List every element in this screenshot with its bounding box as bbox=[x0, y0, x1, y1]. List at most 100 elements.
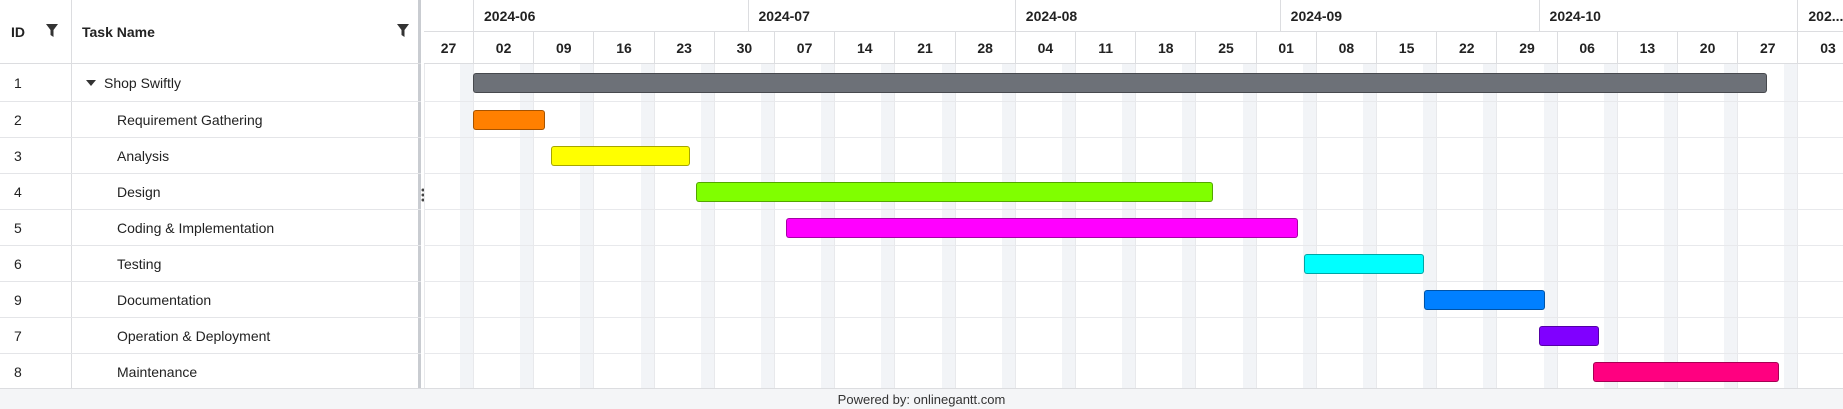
week-column bbox=[473, 64, 533, 388]
week-label: 30 bbox=[713, 32, 774, 64]
filter-icon[interactable] bbox=[46, 24, 58, 38]
task-bar[interactable] bbox=[473, 73, 1768, 93]
grid-row[interactable]: 9 Documentation bbox=[0, 282, 421, 318]
week-label: 01 bbox=[1255, 32, 1316, 64]
row-divider bbox=[424, 281, 1843, 282]
grid-row[interactable]: 7 Operation & Deployment bbox=[0, 318, 421, 354]
week-column bbox=[1376, 64, 1436, 388]
week-label: 15 bbox=[1376, 32, 1436, 64]
week-label: 14 bbox=[834, 32, 894, 64]
week-label: 07 bbox=[774, 32, 834, 64]
month-scale: 2024-06 2024-07 2024-08 2024-09 2024-10 202..… bbox=[424, 0, 1843, 32]
week-label: 29 bbox=[1496, 32, 1556, 64]
task-name-cell: Testing bbox=[72, 246, 466, 281]
week-label: 21 bbox=[894, 32, 954, 64]
task-id: 6 bbox=[0, 246, 72, 281]
task-bar[interactable] bbox=[695, 182, 1214, 202]
month-label: 2024-08 bbox=[1014, 0, 1280, 32]
task-name: Design bbox=[117, 183, 161, 200]
task-id: 5 bbox=[0, 210, 72, 245]
task-name-cell: Design bbox=[72, 174, 466, 209]
column-header-id-label: ID bbox=[11, 24, 25, 40]
task-name-cell: Shop Swiftly bbox=[72, 64, 435, 101]
task-bar[interactable] bbox=[1424, 290, 1545, 310]
grid-row[interactable]: 6 Testing bbox=[0, 246, 421, 282]
column-header-task-name-label: Task Name bbox=[82, 24, 155, 40]
grid-row[interactable]: 1 Shop Swiftly bbox=[0, 64, 421, 102]
caret-down-icon[interactable] bbox=[86, 79, 96, 86]
column-header-task-name[interactable]: Task Name bbox=[72, 0, 421, 64]
week-label: 04 bbox=[1014, 32, 1075, 64]
week-label: 03 bbox=[1797, 32, 1843, 64]
week-label: 22 bbox=[1436, 32, 1496, 64]
task-id: 1 bbox=[0, 64, 72, 101]
week-column bbox=[774, 64, 834, 388]
task-name-cell: Operation & Deployment bbox=[72, 318, 466, 353]
week-column bbox=[1616, 64, 1677, 388]
weekend-shade bbox=[1664, 64, 1677, 388]
week-column bbox=[593, 64, 653, 388]
column-resize-handle-icon[interactable] bbox=[421, 187, 425, 203]
task-id: 8 bbox=[0, 354, 72, 389]
timeline-area[interactable]: 2024-06 2024-07 2024-08 2024-09 2024-10 202..… bbox=[424, 0, 1843, 388]
task-bar[interactable] bbox=[1303, 254, 1425, 274]
task-name: Shop Swiftly bbox=[104, 74, 182, 91]
week-label: 28 bbox=[954, 32, 1015, 64]
task-bar[interactable] bbox=[1592, 362, 1780, 382]
week-column bbox=[1556, 64, 1617, 388]
task-bar[interactable] bbox=[1538, 326, 1599, 346]
week-column bbox=[1496, 64, 1556, 388]
week-label: 13 bbox=[1616, 32, 1677, 64]
week-column bbox=[424, 64, 473, 388]
task-name: Operation & Deployment bbox=[117, 327, 271, 344]
row-divider bbox=[424, 101, 1843, 102]
row-divider bbox=[424, 137, 1843, 138]
month-label: 2024-09 bbox=[1279, 0, 1539, 32]
week-label: 02 bbox=[473, 32, 533, 64]
task-name-cell: Coding & Implementation bbox=[72, 210, 466, 245]
month-label: 202... bbox=[1797, 0, 1843, 32]
task-bar[interactable] bbox=[551, 146, 690, 166]
task-name-cell: Documentation bbox=[72, 282, 466, 317]
row-divider bbox=[424, 317, 1843, 318]
grid-row[interactable]: 8 Maintenance bbox=[0, 354, 421, 390]
weekend-shade bbox=[761, 64, 774, 388]
week-column bbox=[1436, 64, 1496, 388]
grid-row[interactable]: 2 Requirement Gathering bbox=[0, 102, 421, 138]
weekend-shade bbox=[1784, 64, 1798, 388]
week-label: 08 bbox=[1315, 32, 1376, 64]
row-divider bbox=[424, 353, 1843, 354]
month-label: 2024-10 bbox=[1538, 0, 1798, 32]
row-divider bbox=[424, 245, 1843, 246]
grid-row[interactable]: 5 Coding & Implementation bbox=[0, 210, 421, 246]
month-label: 2024-06 bbox=[473, 0, 748, 32]
week-scale: 27 02 09 16 23 30 07 14 21 28 04 11 18 25 01 08 15 22 29 06… bbox=[424, 32, 1843, 64]
weekend-shade bbox=[520, 64, 534, 388]
week-label: 16 bbox=[593, 32, 653, 64]
week-column bbox=[1737, 64, 1797, 388]
row-divider bbox=[424, 173, 1843, 174]
filter-icon[interactable] bbox=[397, 24, 409, 38]
task-bar[interactable] bbox=[786, 218, 1298, 238]
week-label: 20 bbox=[1677, 32, 1737, 64]
week-column bbox=[533, 64, 593, 388]
footer: Powered by: onlinegantt.com bbox=[0, 388, 1843, 409]
grid-row[interactable]: 4 Design bbox=[0, 174, 421, 210]
task-name-cell: Maintenance bbox=[72, 354, 466, 389]
task-name-cell: Analysis bbox=[72, 138, 466, 173]
week-label: 27 bbox=[1737, 32, 1797, 64]
task-name: Maintenance bbox=[117, 363, 198, 380]
task-name: Requirement Gathering bbox=[117, 111, 263, 128]
task-name-cell: Requirement Gathering bbox=[72, 102, 466, 137]
task-bar[interactable] bbox=[473, 110, 546, 130]
grid-row[interactable]: 3 Analysis bbox=[0, 138, 421, 174]
week-label: 09 bbox=[533, 32, 593, 64]
gantt-chart: ID Task Name 1 Shop Swiftly 2 Requirement G… bbox=[0, 0, 1843, 390]
column-header-id[interactable]: ID bbox=[0, 0, 72, 64]
weekend-shade bbox=[1724, 64, 1738, 388]
task-id: 3 bbox=[0, 138, 72, 173]
weekend-shade bbox=[580, 64, 594, 388]
month-label: 2024-07 bbox=[747, 0, 1015, 32]
timeline-body bbox=[424, 64, 1843, 388]
task-id: 4 bbox=[0, 174, 72, 209]
